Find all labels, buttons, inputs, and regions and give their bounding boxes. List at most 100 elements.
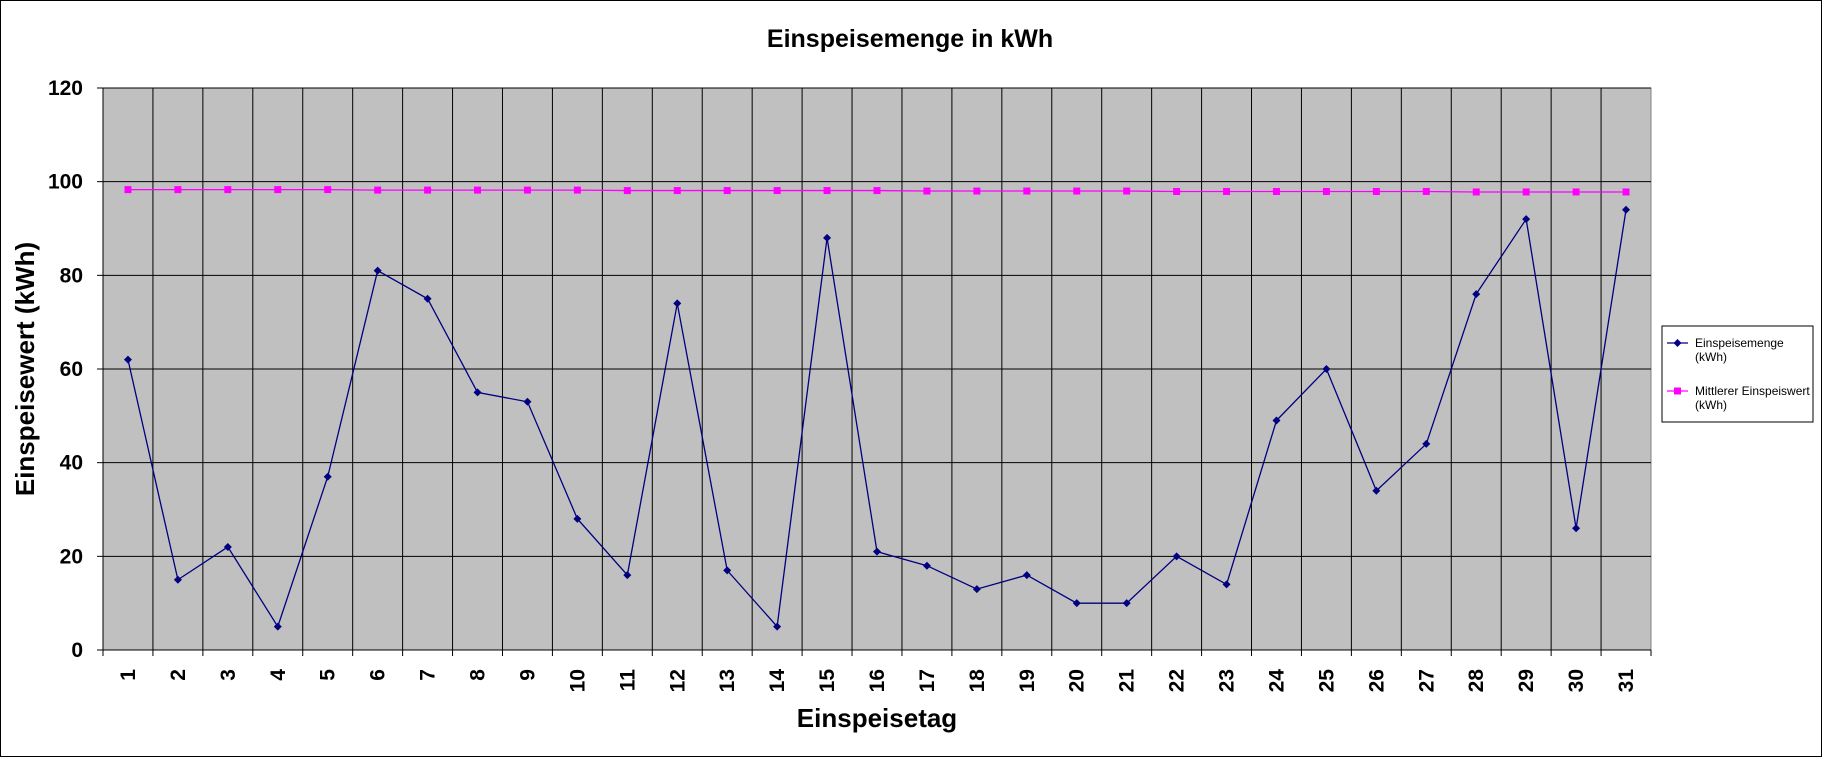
data-point (323, 472, 332, 481)
x-tick-label: 1 (117, 669, 140, 681)
legend-box (1661, 325, 1814, 423)
data-point (1172, 552, 1181, 561)
data-point (1272, 188, 1280, 196)
data-point (1622, 205, 1631, 214)
x-tick-label: 12 (666, 669, 689, 692)
x-tick-label: 17 (916, 669, 939, 692)
data-point (523, 186, 531, 194)
x-tick-label: 30 (1565, 669, 1588, 692)
data-point (124, 186, 132, 194)
x-tick-label: 14 (766, 669, 789, 693)
x-tick-label: 6 (367, 669, 390, 681)
x-tick-label: 7 (417, 669, 440, 681)
x-tick-label: 10 (566, 669, 589, 692)
x-tick-label: 22 (1166, 669, 1189, 692)
data-point (1422, 188, 1430, 196)
y-tick-label: 40 (60, 452, 83, 475)
data-point (673, 187, 681, 195)
data-point (1522, 188, 1530, 196)
data-point (424, 186, 432, 194)
x-tick-label: 26 (1365, 669, 1388, 692)
x-tick-label: 21 (1116, 669, 1139, 693)
data-point (274, 186, 282, 194)
data-point (972, 585, 981, 594)
data-point (373, 266, 382, 275)
x-axis-ticks: 1 2 3 4 5 6 7 8 9 10 11 12 13 14 15 16 17 18 19 20 21 22 23 24 2… (102, 650, 1652, 693)
x-tick-label: 19 (1016, 669, 1039, 692)
y-tick-label: 60 (60, 358, 83, 381)
x-tick-label: 13 (716, 669, 739, 692)
y-tick-label: 20 (60, 545, 83, 568)
x-tick-label: 8 (467, 669, 490, 681)
data-point (1322, 365, 1331, 373)
x-tick-label: 5 (317, 669, 340, 681)
legend-label: (kWh) (1695, 350, 1727, 364)
data-point (523, 397, 532, 406)
data-point (1073, 187, 1081, 195)
data-point (823, 187, 831, 195)
data-point (1522, 215, 1531, 224)
data-point (773, 187, 781, 195)
x-tick-label: 31 (1615, 669, 1638, 693)
data-point (1272, 416, 1281, 425)
data-point (973, 187, 981, 195)
data-point (174, 186, 182, 194)
data-point (273, 622, 282, 631)
legend-label: Mittlerer Einspeiswert (1695, 384, 1810, 398)
data-point (473, 388, 482, 397)
data-point (423, 294, 432, 303)
x-tick-label: 27 (1415, 669, 1438, 692)
data-point (1472, 188, 1480, 196)
data-point (573, 186, 581, 194)
data-point (723, 187, 731, 195)
legend-marker (1674, 387, 1681, 395)
data-point (1223, 188, 1231, 196)
series-1 (123, 205, 1631, 631)
data-point (1372, 188, 1380, 196)
data-point (1072, 599, 1081, 608)
legend: Einspeisemenge(kWh)Mittlerer Einspeiswer… (1661, 325, 1814, 423)
data-point (1123, 187, 1131, 195)
data-point (1572, 188, 1580, 196)
x-tick-label: 23 (1216, 669, 1239, 692)
data-point (873, 547, 881, 556)
x-tick-label: 15 (816, 669, 839, 693)
data-point (474, 186, 482, 194)
data-point (623, 187, 631, 195)
x-tick-label: 25 (1315, 669, 1338, 693)
legend-label: (kWh) (1695, 398, 1727, 412)
data-point (1022, 571, 1031, 580)
chart-title: Einspeisemenge in kWh (767, 25, 1053, 53)
y-axis-title: Einspeisewert (kWh) (10, 242, 40, 496)
data-point (773, 622, 782, 631)
legend-marker (1673, 339, 1682, 347)
y-tick-label: 120 (48, 77, 83, 100)
data-point (1622, 188, 1630, 196)
data-point (922, 561, 931, 570)
data-point (1572, 524, 1581, 533)
data-point (673, 299, 682, 308)
data-point (923, 187, 931, 195)
x-axis-title: Einspeisetag (797, 703, 957, 733)
y-tick-label: 0 (71, 639, 83, 662)
data-point (1472, 290, 1481, 299)
y-tick-label: 100 (48, 171, 83, 194)
data-point (873, 187, 881, 195)
data-point (223, 542, 232, 551)
data-point (623, 571, 632, 580)
y-axis-ticks: 0 20 40 60 80 100 120 (48, 77, 103, 662)
x-tick-label: 16 (866, 669, 889, 692)
data-point (1222, 580, 1231, 589)
data-point (1322, 188, 1330, 196)
x-tick-label: 2 (167, 669, 190, 681)
x-tick-label: 20 (1066, 669, 1089, 692)
data-point (1173, 188, 1181, 196)
grid-lines (102, 87, 1651, 651)
x-tick-label: 28 (1465, 669, 1488, 693)
y-tick-label: 80 (60, 264, 83, 287)
data-point (1422, 439, 1431, 448)
x-tick-label: 4 (267, 669, 290, 681)
data-point (723, 566, 732, 575)
x-tick-label: 9 (516, 669, 539, 681)
